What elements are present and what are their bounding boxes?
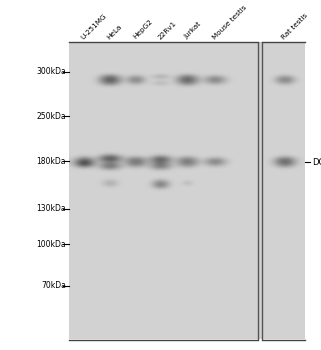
Text: Jurkat: Jurkat bbox=[183, 21, 202, 40]
Text: 130kDa: 130kDa bbox=[36, 204, 66, 213]
Text: Rat testis: Rat testis bbox=[281, 12, 309, 40]
Text: 300kDa: 300kDa bbox=[36, 67, 66, 76]
Text: HeLa: HeLa bbox=[106, 23, 123, 40]
Text: 250kDa: 250kDa bbox=[36, 112, 66, 121]
Text: 70kDa: 70kDa bbox=[41, 281, 66, 290]
Text: DCTN1: DCTN1 bbox=[312, 158, 321, 167]
Text: Mouse testis: Mouse testis bbox=[211, 4, 247, 40]
Text: 180kDa: 180kDa bbox=[36, 156, 66, 166]
Text: 100kDa: 100kDa bbox=[36, 240, 66, 249]
Text: HepG2: HepG2 bbox=[132, 19, 154, 40]
Text: 22Rv1: 22Rv1 bbox=[157, 20, 178, 40]
Text: U-251MG: U-251MG bbox=[80, 12, 108, 40]
